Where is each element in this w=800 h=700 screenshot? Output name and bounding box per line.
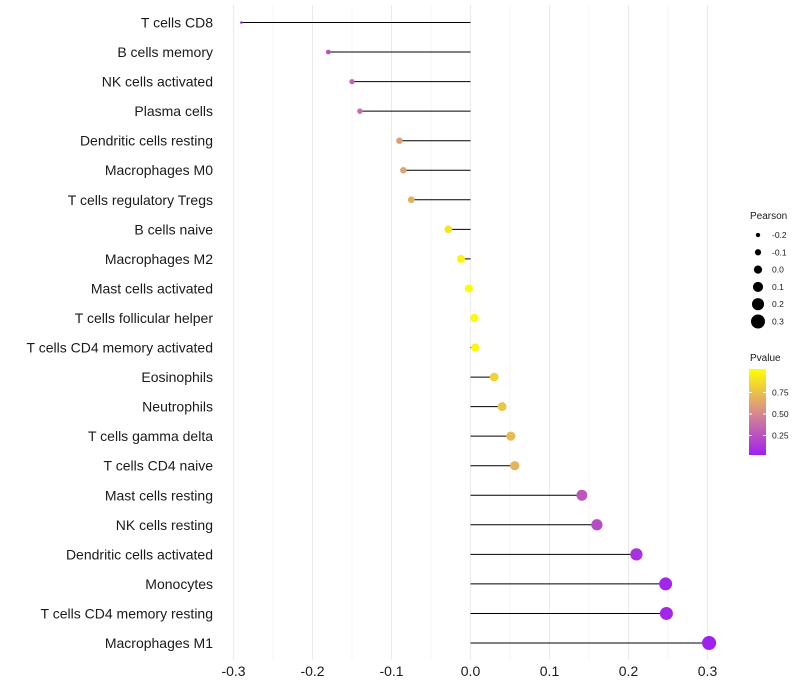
data-point	[576, 489, 588, 501]
data-point	[400, 166, 407, 174]
size-legend-key	[751, 298, 765, 311]
category-label: Dendritic cells activated	[66, 546, 213, 562]
color-legend: Pvalue 0.75 0.50 0.25	[749, 353, 789, 455]
data-point	[325, 49, 331, 55]
x-tick-label: 0.3	[698, 663, 718, 679]
category-label: Macrophages M1	[105, 635, 213, 651]
category-label: Eosinophils	[141, 369, 213, 385]
category-label: Neutrophils	[142, 399, 213, 415]
x-tick-labels: -0.3 -0.2 -0.1 0.0 0.1 0.2 0.3	[221, 663, 717, 679]
category-label: B cells memory	[117, 44, 213, 60]
point-layer	[240, 21, 717, 651]
category-label: Macrophages M0	[105, 162, 213, 178]
category-label: T cells CD4 memory activated	[27, 340, 213, 356]
x-tick-label: 0.2	[619, 663, 639, 679]
category-label: Plasma cells	[134, 103, 213, 119]
data-point	[240, 21, 243, 24]
data-point	[396, 137, 403, 144]
category-label: Mast cells activated	[91, 280, 213, 296]
data-point	[591, 519, 603, 531]
category-label: T cells CD4 naive	[104, 458, 214, 474]
data-point	[444, 225, 453, 234]
data-point	[357, 108, 363, 114]
color-legend-label: 0.25	[772, 431, 789, 441]
size-legend-label: 0.1	[772, 282, 784, 292]
category-label: NK cells activated	[102, 74, 213, 90]
size-legend-key	[755, 232, 761, 238]
size-legend-label: 0.3	[772, 317, 784, 327]
category-label: T cells regulatory Tregs	[68, 192, 213, 208]
size-legend-label: -0.1	[772, 247, 787, 257]
size-legend-key	[753, 265, 763, 274]
category-label: NK cells resting	[116, 517, 213, 533]
x-tick-label: -0.1	[379, 663, 403, 679]
category-label: T cells follicular helper	[75, 310, 214, 326]
x-tick-label: -0.3	[221, 663, 245, 679]
x-tick-label: 0.0	[461, 663, 481, 679]
data-point	[659, 606, 673, 620]
category-label: Macrophages M2	[105, 251, 213, 267]
category-label: T cells CD8	[141, 15, 213, 31]
category-label: Monocytes	[145, 576, 213, 592]
category-label: B cells naive	[134, 221, 213, 237]
category-label: T cells gamma delta	[88, 428, 213, 444]
data-point	[470, 313, 479, 323]
data-point	[457, 254, 465, 263]
size-legend-label: 0.2	[772, 299, 784, 309]
x-tick-label: 0.1	[540, 663, 560, 679]
size-legend-key	[752, 281, 764, 292]
data-point	[702, 635, 717, 651]
color-legend-label: 0.50	[772, 409, 789, 419]
data-point	[510, 461, 520, 471]
size-legend-label: -0.2	[772, 230, 787, 240]
data-point	[349, 78, 355, 85]
data-point	[489, 372, 499, 382]
category-labels: T cells CD8 B cells memory NK cells activa…	[27, 15, 214, 652]
category-label: Mast cells resting	[105, 487, 213, 503]
size-legend-key	[754, 249, 762, 256]
grid-layer	[232, 5, 709, 660]
category-label: Dendritic cells resting	[80, 133, 213, 149]
data-point	[506, 431, 516, 441]
data-point	[471, 343, 480, 352]
x-tick-label: -0.2	[300, 663, 324, 679]
color-legend-label: 0.75	[772, 388, 789, 398]
size-legend-title: Pearson	[750, 211, 787, 222]
data-point	[630, 548, 643, 561]
color-legend-bar	[749, 369, 766, 455]
size-legend: Pearson -0.2 -0.1 0.0 0.1 0.2 0.3	[750, 211, 787, 329]
data-point	[407, 196, 415, 204]
data-point	[659, 577, 673, 591]
color-legend-title: Pvalue	[750, 353, 781, 364]
size-legend-label: 0.0	[772, 265, 784, 275]
data-point	[464, 284, 474, 293]
size-legend-key	[751, 314, 765, 329]
data-point	[497, 402, 507, 412]
category-label: T cells CD4 memory resting	[41, 605, 213, 621]
